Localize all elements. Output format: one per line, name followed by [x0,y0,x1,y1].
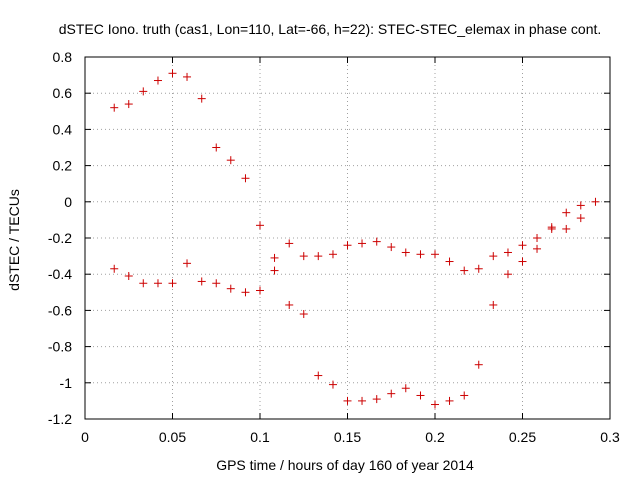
data-point [533,244,542,253]
x-tick-label: 0.2 [425,429,445,445]
data-point [576,201,585,210]
data-point [591,197,600,206]
chart-title: dSTEC Iono. truth (cas1, Lon=110, Lat=-6… [59,21,602,37]
x-tick-label: 0.15 [334,429,361,445]
x-tick-label: 0.25 [509,429,536,445]
x-axis-label: GPS time / hours of day 160 of year 2014 [216,457,474,473]
data-point [431,250,439,259]
y-tick-label: -1.2 [48,411,72,427]
data-point [285,239,294,248]
data-point [270,253,279,262]
data-point [226,156,235,165]
data-point [153,279,162,288]
data-point [489,252,498,261]
data-point [576,214,585,223]
data-point [401,384,410,393]
data-point [124,272,133,281]
data-point [474,264,483,273]
data-point [489,300,498,309]
data-point [212,143,221,152]
x-tick-label: 0.05 [159,429,186,445]
data-point [460,266,469,275]
data-point [387,389,396,398]
data-point [445,257,454,266]
y-tick-label: -0.2 [48,230,72,246]
data-point [328,380,337,389]
x-axis-tick-labels: 0 0.05 0.1 0.15 0.2 0.25 0.3 [81,429,620,445]
data-point [314,252,323,261]
data-point [533,234,542,242]
data-point [241,174,250,183]
data-point [168,69,177,78]
data-point [256,286,264,295]
data-point [503,248,512,257]
grid-lines [84,56,611,420]
data-point [358,239,367,248]
x-tick-label: 0 [81,429,89,445]
data-point [401,248,410,257]
data-point [562,208,571,217]
data-point [372,237,381,246]
data-point [197,94,206,103]
y-axis-tick-labels: -1.2 -1 -0.8 -0.6 -0.4 -0.2 0 0.2 0.4 0.6 0.8 [48,49,72,427]
data-point [314,371,323,380]
data-point [139,279,148,288]
data-point [518,257,527,266]
data-point [503,270,512,279]
data-point [299,252,308,261]
axis-ticks [84,56,611,420]
data-point [270,266,279,275]
data-point [518,241,527,250]
data-point [328,250,337,259]
data-point [431,400,439,409]
data-point [153,76,162,85]
data-point [474,360,483,369]
data-point [168,279,177,288]
data-point [547,223,556,232]
data-point [416,250,425,259]
y-tick-label: -0.8 [48,339,72,355]
data-point [110,264,119,273]
data-point [416,391,425,400]
data-point [183,72,192,81]
y-tick-label: -0.4 [48,266,72,282]
y-tick-label: -1 [60,375,73,391]
data-point [299,310,308,319]
data-point [110,103,119,112]
y-tick-label: 0 [64,194,72,210]
data-point [387,243,396,252]
data-point [445,396,454,405]
y-tick-label: 0.6 [53,85,73,101]
x-tick-label: 0.1 [250,429,270,445]
data-point [343,241,352,250]
x-tick-label: 0.3 [600,429,620,445]
data-points [110,69,600,409]
data-point [562,224,571,233]
data-point [183,259,192,268]
data-point [256,221,264,230]
data-point [241,288,250,297]
data-point [358,396,367,405]
data-point [285,300,294,309]
data-point [226,284,235,293]
y-tick-label: 0.4 [53,121,73,137]
data-point [212,279,221,288]
y-tick-label: 0.8 [53,49,73,65]
data-point [372,395,381,404]
data-point [139,87,148,96]
y-tick-label: 0.2 [53,158,73,174]
data-point [460,391,469,400]
data-point [343,396,352,405]
data-point [124,100,133,109]
y-tick-label: -0.6 [48,302,72,318]
y-axis-label: dSTEC / TECUs [6,189,22,291]
data-point [197,277,206,286]
